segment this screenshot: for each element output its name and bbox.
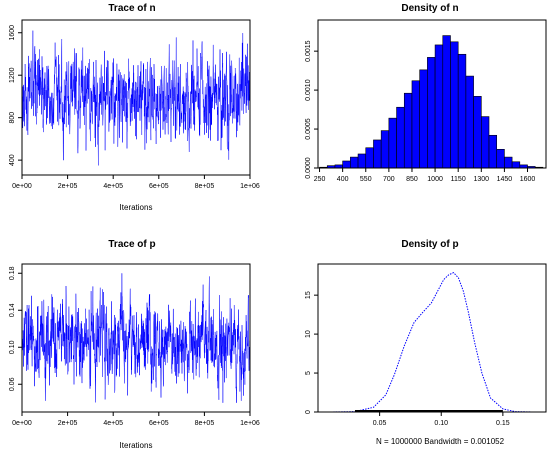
- panel-trace-p: Trace of p 0e+00 2e+05 4e+05 6e+05 8e+05 1e+0…: [9, 239, 260, 450]
- panel-density-p: Density of p 0.05 0.10 0.15 0 5 10 15 N = 100…: [305, 239, 547, 446]
- density-n-x-tick-label: 400: [337, 176, 349, 183]
- density-n-bar: [388, 117, 397, 169]
- trace-p-title: Trace of p: [108, 239, 155, 250]
- trace-n-y-tick-label: 800: [9, 112, 16, 124]
- density-n-x-tick-label: 1600: [520, 176, 536, 183]
- density-p-x-tick-label: 0.10: [434, 420, 448, 427]
- density-n-bar: [427, 57, 436, 169]
- trace-p-x-tick-label: 6e+05: [149, 420, 169, 427]
- trace-p-x-tick-label: 8e+05: [195, 420, 215, 427]
- density-n-x-axis: 250 400 550 700 850 1000 1150 1300 1450 1600: [314, 168, 536, 183]
- trace-n-x-tick-label: 0e+00: [12, 183, 32, 190]
- trace-p-y-tick-label: 0.10: [9, 340, 16, 354]
- trace-n-x-tick-label: 8e+05: [195, 183, 215, 190]
- density-n-x-tick-label: 850: [406, 176, 418, 183]
- density-n-y-tick-label: 0.0005: [305, 118, 312, 140]
- trace-p-y-tick-label: 0.18: [9, 266, 16, 280]
- density-n-y-tick-label: 0.0010: [305, 79, 312, 101]
- density-n-bar: [488, 134, 498, 169]
- density-n-bar: [357, 153, 367, 169]
- density-n-y-tick-label: 0.0000: [305, 157, 312, 179]
- trace-n-y-tick-label: 400: [9, 154, 16, 166]
- trace-n-title: Trace of n: [108, 3, 155, 14]
- density-n-bar: [511, 161, 521, 169]
- density-n-x-tick-label: 700: [383, 176, 395, 183]
- panel-density-n: Density of n 250 400 550 700 850 1000 1150 1300…: [305, 3, 547, 183]
- density-p-y-tick-label: 5: [305, 371, 312, 375]
- density-p-curve-group: [330, 271, 534, 413]
- density-n-bar: [442, 35, 451, 169]
- trace-n-plot-box: [21, 19, 251, 176]
- trace-n-x-tick-label: 4e+05: [103, 183, 123, 190]
- density-n-x-tick-label: 550: [360, 176, 372, 183]
- trace-p-x-axis: 0e+00 2e+05 4e+05 6e+05 8e+05 1e+06: [12, 412, 260, 427]
- density-p-x-tick-label: 0.05: [373, 420, 387, 427]
- density-n-bar: [396, 106, 405, 169]
- density-p-x-axis: 0.05 0.10 0.15: [373, 412, 510, 427]
- density-p-title: Density of p: [401, 239, 458, 250]
- trace-n-series: [21, 30, 251, 166]
- density-n-bar: [403, 92, 413, 169]
- trace-p-x-tick-label: 4e+05: [103, 420, 123, 427]
- density-n-bar: [342, 160, 351, 169]
- density-n-bar: [434, 44, 444, 169]
- density-n-bar: [411, 80, 420, 169]
- density-n-x-tick-label: 1000: [427, 176, 443, 183]
- density-p-y-tick-label: 0: [305, 410, 312, 414]
- density-n-x-tick-label: 1450: [497, 176, 513, 183]
- trace-p-x-tick-label: 0e+00: [12, 420, 32, 427]
- density-n-title: Density of n: [401, 3, 458, 14]
- trace-n-y-axis: 400 800 1200 1600: [9, 25, 22, 166]
- trace-p-y-tick-label: 0.14: [9, 303, 16, 317]
- density-p-plot-box: [317, 263, 547, 413]
- trace-p-xlabel: Iterations: [120, 441, 153, 450]
- trace-n-trace-line: [21, 30, 251, 166]
- trace-p-x-tick-label: 1e+06: [240, 420, 260, 427]
- density-p-y-tick-label: 10: [305, 330, 312, 338]
- density-n-bar: [457, 53, 467, 169]
- density-n-bar: [473, 96, 482, 169]
- trace-p-y-axis: 0.06 0.10 0.14 0.18: [9, 266, 22, 391]
- density-n-bar: [350, 156, 359, 169]
- density-n-bar: [450, 41, 459, 169]
- density-n-bar: [365, 147, 374, 169]
- trace-p-y-tick-label: 0.06: [9, 377, 16, 391]
- trace-n-xlabel: Iterations: [120, 203, 153, 212]
- density-p-x-tick-label: 0.15: [496, 420, 510, 427]
- panel-trace-n: Trace of n 0e+00 2e+05 4e+05 6e+05 8e+05 1e+0…: [9, 3, 260, 212]
- trace-n-x-axis: 0e+00 2e+05 4e+05 6e+05 8e+05 1e+06: [12, 175, 260, 190]
- trace-n-x-tick-label: 2e+05: [58, 183, 78, 190]
- density-n-y-axis: 0.0000 0.0005 0.0010 0.0015: [305, 40, 318, 179]
- trace-n-x-tick-label: 6e+05: [149, 183, 169, 190]
- density-n-x-tick-label: 1300: [474, 176, 490, 183]
- density-n-bar: [465, 75, 474, 169]
- density-n-bar: [504, 156, 513, 169]
- density-p-density-curve: [330, 271, 534, 413]
- trace-n-x-tick-label: 1e+06: [240, 183, 260, 190]
- density-n-x-tick-label: 250: [314, 176, 326, 183]
- density-n-bar: [380, 130, 390, 169]
- density-p-xlabel: N = 1000000 Bandwidth = 0.001052: [376, 437, 505, 446]
- trace-p-series: [21, 273, 251, 403]
- trace-p-plot-box: [21, 263, 251, 413]
- trace-p-trace-line: [21, 273, 251, 403]
- trace-n-y-tick-label: 1600: [9, 25, 16, 41]
- trace-n-y-tick-label: 1200: [9, 67, 16, 83]
- density-n-plot-box: [317, 19, 547, 169]
- density-n-y-tick-label: 0.0015: [305, 40, 312, 62]
- density-n-x-tick-label: 1150: [451, 176, 466, 183]
- density-p-y-axis: 0 5 10 15: [305, 291, 318, 414]
- density-n-bar: [373, 139, 382, 169]
- density-n-bar: [419, 69, 428, 169]
- density-n-bar: [480, 116, 490, 169]
- density-n-bars: [319, 35, 544, 169]
- density-n-bar: [496, 149, 505, 169]
- density-p-y-tick-label: 15: [305, 291, 312, 299]
- trace-p-x-tick-label: 2e+05: [58, 420, 78, 427]
